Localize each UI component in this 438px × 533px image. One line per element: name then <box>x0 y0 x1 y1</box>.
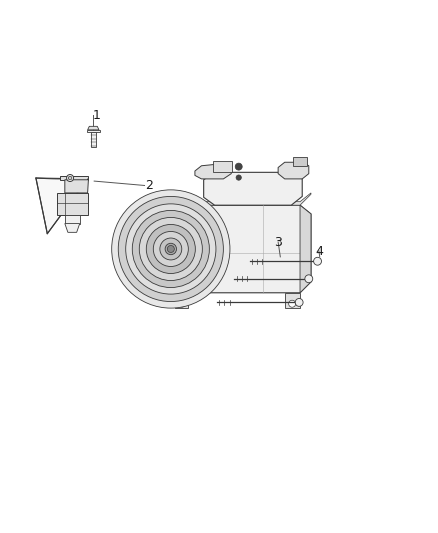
Polygon shape <box>278 162 309 179</box>
Polygon shape <box>57 193 88 215</box>
Circle shape <box>160 238 182 260</box>
Polygon shape <box>87 130 99 132</box>
Polygon shape <box>91 132 96 147</box>
Polygon shape <box>300 205 311 293</box>
Circle shape <box>295 298 303 306</box>
Polygon shape <box>60 176 88 180</box>
Circle shape <box>178 300 185 307</box>
Circle shape <box>167 246 174 253</box>
Polygon shape <box>293 157 307 166</box>
Polygon shape <box>65 223 80 232</box>
Circle shape <box>67 174 74 182</box>
Circle shape <box>126 204 216 294</box>
Text: 2: 2 <box>145 179 153 192</box>
Polygon shape <box>285 293 300 308</box>
Text: 4: 4 <box>316 245 324 257</box>
Polygon shape <box>204 172 302 205</box>
Polygon shape <box>36 178 88 233</box>
Circle shape <box>132 211 209 287</box>
Circle shape <box>235 163 242 170</box>
Circle shape <box>68 176 72 180</box>
Polygon shape <box>195 164 231 179</box>
Polygon shape <box>171 205 311 293</box>
Circle shape <box>314 257 321 265</box>
Text: 1: 1 <box>92 109 100 122</box>
Circle shape <box>112 190 230 308</box>
Text: 3: 3 <box>274 236 282 249</box>
Polygon shape <box>65 215 80 223</box>
Circle shape <box>305 275 313 282</box>
Circle shape <box>118 197 223 302</box>
Circle shape <box>139 217 202 280</box>
Polygon shape <box>65 179 88 193</box>
Circle shape <box>146 224 195 273</box>
Polygon shape <box>175 293 188 308</box>
Circle shape <box>165 243 177 255</box>
Circle shape <box>153 231 188 266</box>
Circle shape <box>289 300 296 307</box>
Polygon shape <box>88 126 99 130</box>
Polygon shape <box>171 193 311 205</box>
Circle shape <box>236 175 241 180</box>
Polygon shape <box>213 161 232 172</box>
